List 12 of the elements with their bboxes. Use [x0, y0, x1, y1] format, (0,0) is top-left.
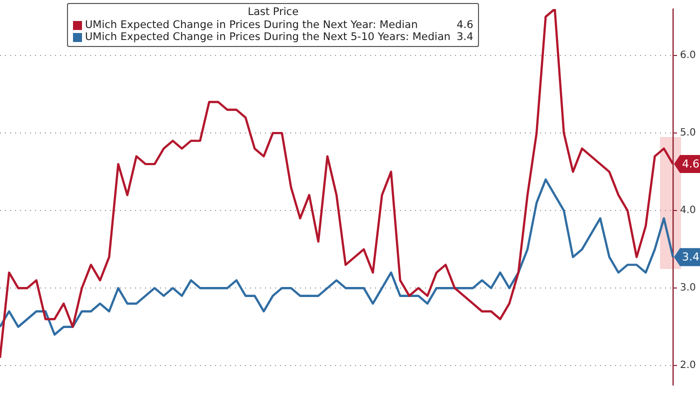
y-tick-label: 3.0 — [680, 282, 696, 294]
annotation: 4.6 — [456, 19, 474, 31]
text: 3.4 — [682, 250, 700, 264]
legend-label: UMich Expected Change in Prices During the Next Year: Median — [85, 19, 418, 31]
y-tick-label: 6.0 — [680, 50, 696, 62]
y-tick-label: 4.0 — [680, 205, 696, 216]
legend-label: UMich Expected Change in Prices During the Next 5-10 Years: Median — [85, 31, 451, 43]
legend-title: Last Price — [246, 6, 300, 19]
y-tick-label: 2.0 — [680, 360, 696, 372]
text: 4.6 — [682, 157, 700, 170]
y-tick-label: 5.0 — [680, 128, 696, 139]
annotation: 3.4 — [456, 31, 474, 43]
